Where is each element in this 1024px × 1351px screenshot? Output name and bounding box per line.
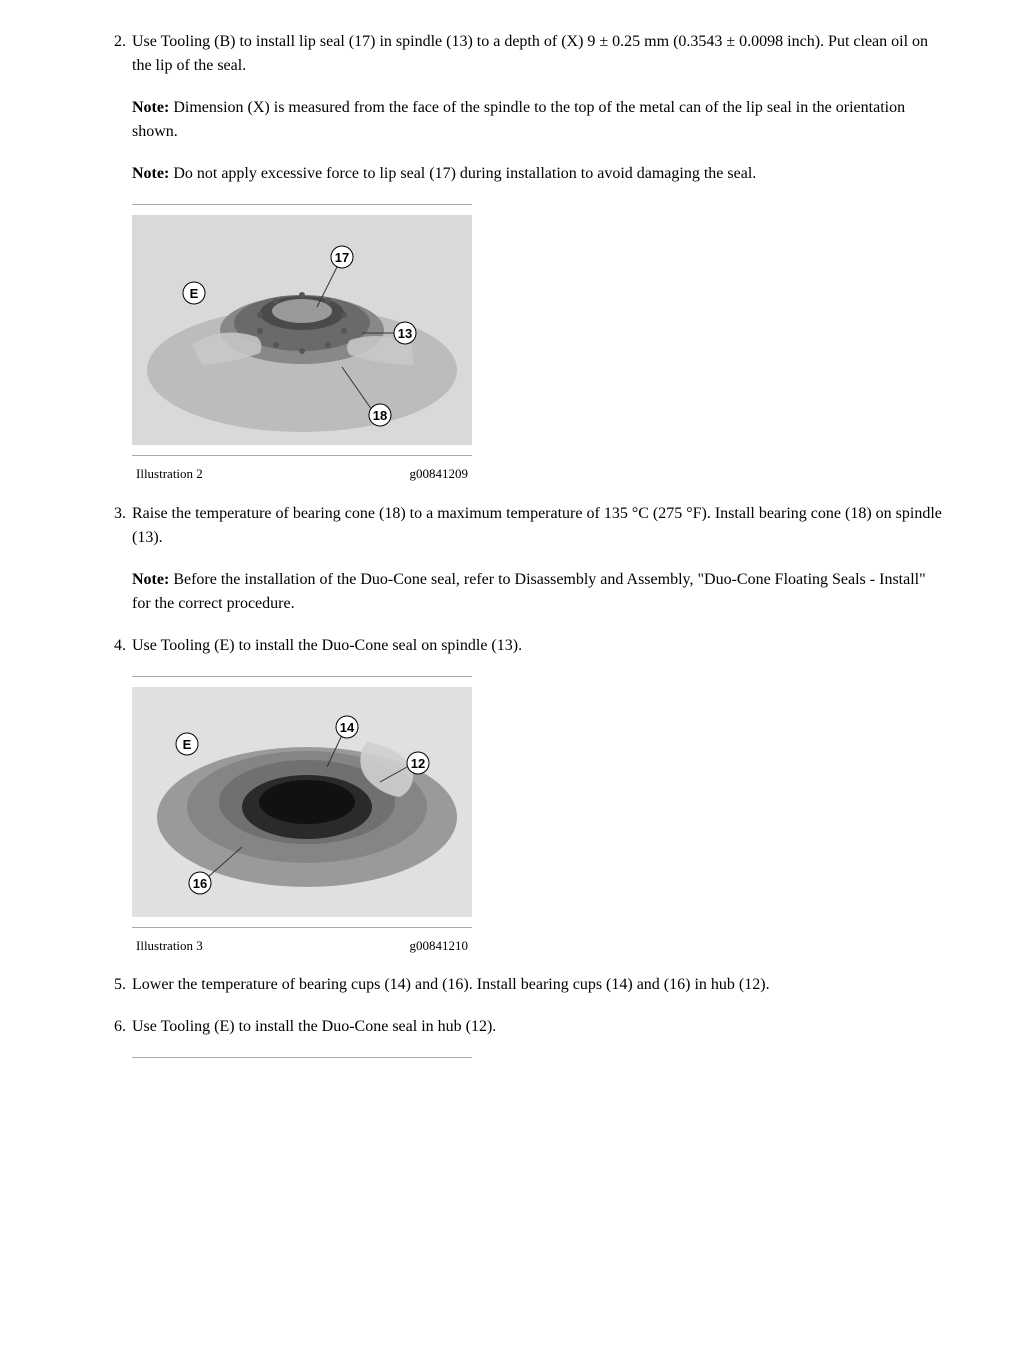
svg-text:12: 12: [411, 756, 425, 771]
note-label: Note:: [132, 99, 169, 116]
figure-rule-top: [132, 1057, 472, 1058]
illustration-2-code: g00841209: [410, 464, 469, 484]
step-6: 6. Use Tooling (E) to install the Duo-Co…: [104, 1015, 944, 1039]
step-5-number: 5.: [104, 973, 126, 997]
step-2-text-1: Use Tooling (B) to install lip seal (17)…: [132, 30, 944, 78]
illustration-2-svg: E 17 13 18: [132, 215, 472, 445]
step-6-number: 6.: [104, 1015, 126, 1039]
step-4-body: Use Tooling (E) to install the Duo-Cone …: [132, 634, 944, 658]
step-2-number: 2.: [104, 30, 126, 186]
step-3-body: Raise the temperature of bearing cone (1…: [132, 502, 944, 616]
step-5: 5. Lower the temperature of bearing cups…: [104, 973, 944, 997]
step-3-note-1: Note: Before the installation of the Duo…: [132, 568, 944, 616]
figure-rule-bottom: [132, 927, 472, 928]
figure-rule-top: [132, 676, 472, 677]
step-4-number: 4.: [104, 634, 126, 658]
step-3-number: 3.: [104, 502, 126, 616]
illustration-3-label: Illustration 3: [136, 936, 203, 956]
illustration-2-label: Illustration 2: [136, 464, 203, 484]
note-text: Dimension (X) is measured from the face …: [132, 99, 905, 140]
figure-rule-bottom: [132, 455, 472, 456]
svg-text:13: 13: [398, 326, 412, 341]
step-2: 2. Use Tooling (B) to install lip seal (…: [104, 30, 944, 186]
svg-text:17: 17: [335, 250, 349, 265]
illustration-2-block: E 17 13 18 Illustration 2 g00841209: [132, 204, 472, 484]
step-5-body: Lower the temperature of bearing cups (1…: [132, 973, 944, 997]
illustration-3-code: g00841210: [410, 936, 469, 956]
svg-text:E: E: [183, 737, 192, 752]
illustration-3-svg: E 14 12 16: [132, 687, 472, 917]
svg-text:14: 14: [340, 720, 355, 735]
step-4: 4. Use Tooling (E) to install the Duo-Co…: [104, 634, 944, 658]
svg-text:E: E: [190, 286, 199, 301]
svg-text:16: 16: [193, 876, 207, 891]
step-3-text-1: Raise the temperature of bearing cone (1…: [132, 502, 944, 550]
illustration-4-block-partial: [132, 1057, 472, 1058]
note-text: Do not apply excessive force to lip seal…: [169, 165, 756, 182]
illustration-2-caption: Illustration 2 g00841209: [132, 464, 472, 484]
step-3: 3. Raise the temperature of bearing cone…: [104, 502, 944, 616]
step-2-body: Use Tooling (B) to install lip seal (17)…: [132, 30, 944, 186]
step-6-text-1: Use Tooling (E) to install the Duo-Cone …: [132, 1015, 944, 1039]
step-2-note-1: Note: Dimension (X) is measured from the…: [132, 96, 944, 144]
figure-rule-top: [132, 204, 472, 205]
step-6-body: Use Tooling (E) to install the Duo-Cone …: [132, 1015, 944, 1039]
note-label: Note:: [132, 571, 169, 588]
svg-text:18: 18: [373, 408, 387, 423]
step-5-text-1: Lower the temperature of bearing cups (1…: [132, 973, 944, 997]
note-text: Before the installation of the Duo-Cone …: [132, 571, 926, 612]
illustration-3-caption: Illustration 3 g00841210: [132, 936, 472, 956]
step-4-text-1: Use Tooling (E) to install the Duo-Cone …: [132, 634, 944, 658]
step-2-note-2: Note: Do not apply excessive force to li…: [132, 162, 944, 186]
note-label: Note:: [132, 165, 169, 182]
illustration-3-block: E 14 12 16 Illustration 3 g00841210: [132, 676, 472, 956]
